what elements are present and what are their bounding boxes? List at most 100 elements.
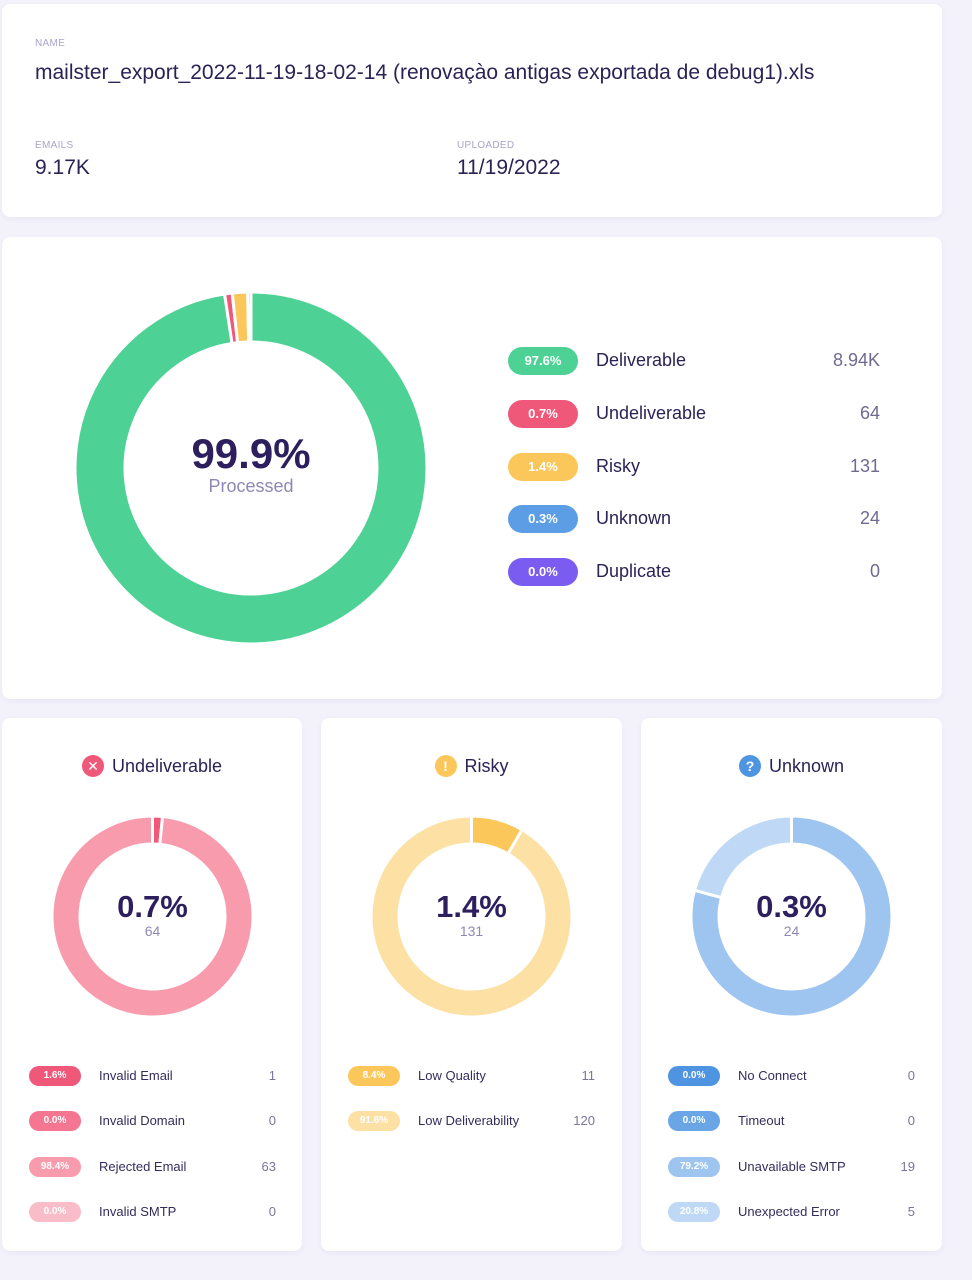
x-circle-icon: ✕ bbox=[81, 755, 104, 777]
breakdown-count: 63 bbox=[261, 1158, 276, 1174]
uploaded-value: 11/19/2022 bbox=[457, 156, 561, 179]
breakdown-label: Unexpected Error bbox=[738, 1203, 840, 1219]
breakdown-item-invalid-email[interactable]: 1.6% Invalid Email 1 bbox=[29, 1066, 279, 1086]
breakdown-label: Invalid Email bbox=[99, 1068, 173, 1083]
file-info-card: NAME mailster_export_2022-11-19-18-02-14… bbox=[2, 4, 942, 217]
unknown-title: ? Unknown bbox=[641, 755, 942, 777]
percent-badge: 0.3% bbox=[508, 505, 578, 534]
percent-badge: 97.6% bbox=[508, 347, 578, 375]
breakdown-item-unexpected-error[interactable]: 20.8% Unexpected Error 5 bbox=[668, 1201, 918, 1222]
percent-badge: 0.7% bbox=[508, 399, 578, 428]
unknown-count: 24 bbox=[783, 923, 800, 939]
breakdown-count: 11 bbox=[581, 1068, 596, 1083]
processed-center: 99.9% Processed bbox=[74, 430, 428, 497]
breakdown-count: 0 bbox=[907, 1068, 915, 1083]
breakdown-label: Rejected Email bbox=[99, 1158, 187, 1174]
risky-percent: 1.4% bbox=[436, 889, 507, 924]
legend-label: Risky bbox=[596, 455, 640, 476]
breakdown-item-invalid-domain[interactable]: 0.0% Invalid Domain 0 bbox=[29, 1111, 279, 1132]
legend-label: Undeliverable bbox=[596, 402, 707, 423]
undeliverable-center: 0.7% 64 bbox=[51, 889, 254, 939]
legend-count: 131 bbox=[849, 455, 880, 476]
risky-title-text: Risky bbox=[464, 756, 509, 776]
undeliverable-percent: 0.7% bbox=[117, 889, 188, 924]
breakdown-count: 120 bbox=[573, 1113, 595, 1129]
donut-segment-unavailable-smtp[interactable] bbox=[690, 815, 893, 1018]
summary-card bbox=[2, 237, 942, 699]
breakdown-count: 1 bbox=[268, 1068, 276, 1083]
donut-segment-rejected-email[interactable] bbox=[51, 815, 254, 1018]
risky-donut-chart bbox=[370, 815, 573, 1018]
breakdown-item-low-quality[interactable]: 8.4% Low Quality 11 bbox=[348, 1066, 598, 1086]
undeliverable-count: 64 bbox=[144, 923, 161, 939]
breakdown-label: Timeout bbox=[738, 1113, 785, 1129]
file-name: mailster_export_2022-11-19-18-02-14 (ren… bbox=[35, 61, 815, 84]
exclamation-circle-icon: ! bbox=[434, 755, 457, 777]
breakdown-label: Invalid Domain bbox=[99, 1113, 185, 1129]
legend-label: Duplicate bbox=[596, 561, 672, 582]
donut-segment-low-deliverability[interactable] bbox=[370, 815, 573, 1018]
legend-item-risky[interactable]: 1.4% Risky 131 bbox=[508, 452, 880, 481]
legend-item-undeliverable[interactable]: 0.7% Undeliverable 64 bbox=[508, 399, 880, 428]
legend-label: Deliverable bbox=[596, 350, 687, 370]
unknown-center: 0.3% 24 bbox=[690, 889, 893, 939]
legend-item-duplicate[interactable]: 0.0% Duplicate 0 bbox=[508, 558, 880, 587]
risky-card: ! Risky 1.4% 131 8.4% Low Quality 11 91.6% Low D… bbox=[321, 718, 622, 1251]
percent-badge: 0.0% bbox=[508, 558, 578, 587]
percent-badge: 79.2% bbox=[668, 1156, 720, 1177]
legend-count: 0 bbox=[869, 561, 880, 582]
legend-count: 8.94K bbox=[832, 350, 880, 370]
percent-badge: 91.6% bbox=[348, 1111, 400, 1132]
legend-item-unknown[interactable]: 0.3% Unknown 24 bbox=[508, 505, 880, 534]
breakdown-label: Low Deliverability bbox=[418, 1113, 520, 1129]
percent-badge: 0.0% bbox=[29, 1111, 81, 1132]
donut-segment-unexpected-error[interactable] bbox=[692, 815, 793, 900]
processed-donut-chart bbox=[74, 291, 428, 645]
undeliverable-title-text: Undeliverable bbox=[111, 756, 223, 776]
risky-center: 1.4% 131 bbox=[370, 889, 573, 939]
breakdown-count: 5 bbox=[907, 1203, 915, 1219]
percent-badge: 8.4% bbox=[348, 1066, 400, 1086]
donut-segment-unknown[interactable] bbox=[246, 291, 253, 344]
unknown-percent: 0.3% bbox=[756, 889, 827, 924]
legend-item-deliverable[interactable]: 97.6% Deliverable 8.94K bbox=[508, 347, 880, 375]
percent-badge: 1.4% bbox=[508, 452, 578, 481]
legend-count: 64 bbox=[859, 402, 880, 423]
processed-percent: 99.9% bbox=[191, 430, 311, 477]
legend-label: Unknown bbox=[596, 508, 672, 529]
risky-count: 131 bbox=[459, 923, 484, 939]
percent-badge: 0.0% bbox=[668, 1066, 720, 1086]
processed-label: Processed bbox=[208, 476, 294, 496]
breakdown-item-timeout[interactable]: 0.0% Timeout 0 bbox=[668, 1111, 918, 1132]
undeliverable-title: ✕ Undeliverable bbox=[2, 755, 302, 777]
breakdown-count: 19 bbox=[900, 1158, 915, 1174]
breakdown-label: Low Quality bbox=[418, 1068, 486, 1083]
unknown-card: ? Unknown 0.3% 24 0.0% No Connect 0 0.0% Timeout… bbox=[641, 718, 942, 1251]
question-circle-icon: ? bbox=[738, 755, 761, 777]
percent-badge: 0.0% bbox=[668, 1111, 720, 1132]
percent-badge: 1.6% bbox=[29, 1066, 81, 1086]
breakdown-count: 0 bbox=[268, 1203, 276, 1219]
breakdown-item-rejected-email[interactable]: 98.4% Rejected Email 63 bbox=[29, 1156, 279, 1177]
breakdown-item-invalid-smtp[interactable]: 0.0% Invalid SMTP 0 bbox=[29, 1201, 279, 1222]
breakdown-item-unavailable-smtp[interactable]: 79.2% Unavailable SMTP 19 bbox=[668, 1156, 918, 1177]
undeliverable-donut-chart bbox=[51, 815, 254, 1018]
breakdown-item-low-deliverability[interactable]: 91.6% Low Deliverability 120 bbox=[348, 1111, 598, 1132]
undeliverable-card: ✕ Undeliverable 0.7% 64 1.6% Invalid Email 1 0.… bbox=[2, 718, 302, 1251]
uploaded-label: UPLOADED bbox=[457, 140, 515, 151]
emails-value: 9.17K bbox=[35, 156, 90, 179]
breakdown-count: 0 bbox=[268, 1113, 276, 1129]
breakdown-count: 0 bbox=[907, 1113, 915, 1129]
legend-count: 24 bbox=[859, 508, 880, 529]
name-label: NAME bbox=[35, 38, 66, 49]
breakdown-label: Invalid SMTP bbox=[99, 1203, 177, 1219]
percent-badge: 20.8% bbox=[668, 1201, 720, 1222]
percent-badge: 98.4% bbox=[29, 1156, 81, 1177]
donut-segment-deliverable[interactable] bbox=[74, 291, 428, 645]
breakdown-item-no-connect[interactable]: 0.0% No Connect 0 bbox=[668, 1066, 918, 1086]
risky-title: ! Risky bbox=[321, 755, 622, 777]
emails-label: EMAILS bbox=[35, 140, 74, 151]
breakdown-label: No Connect bbox=[738, 1068, 807, 1083]
unknown-title-text: Unknown bbox=[768, 756, 845, 776]
breakdown-label: Unavailable SMTP bbox=[738, 1158, 846, 1174]
